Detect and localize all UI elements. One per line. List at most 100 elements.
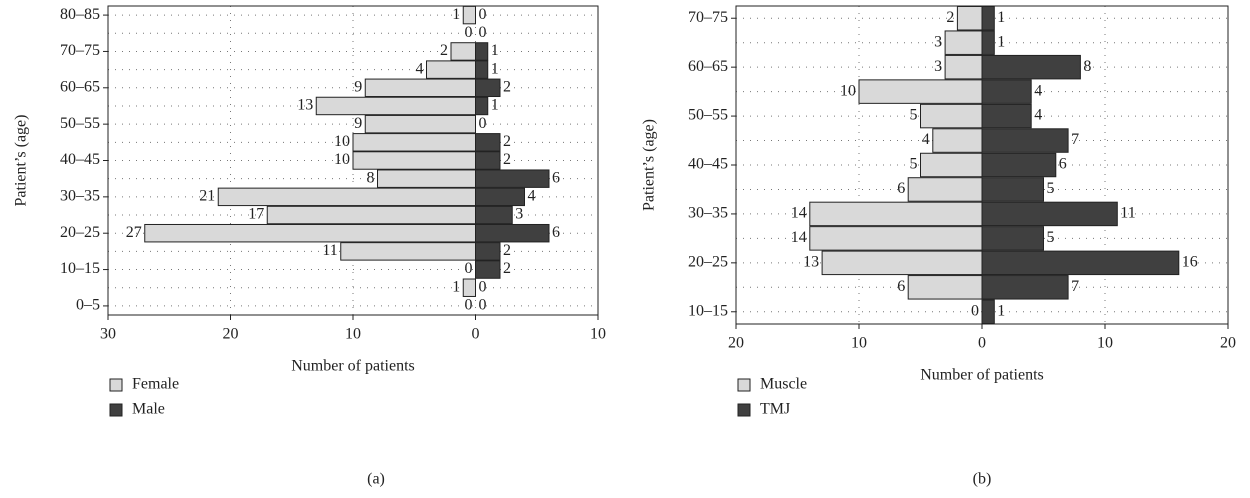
bar: [981, 30, 995, 55]
y-tick-label: 50–55: [60, 115, 100, 132]
value-label: 13: [297, 97, 313, 114]
bar: [981, 128, 1069, 153]
value-label: 3: [515, 206, 523, 223]
bar: [475, 169, 550, 188]
bar: [956, 5, 983, 31]
bar: [981, 250, 1180, 276]
value-label: 27: [126, 224, 142, 241]
x-tick-label: 10: [851, 335, 867, 352]
bar: [475, 133, 501, 152]
y-tick-label: 80–85: [60, 6, 100, 23]
y-tick-label: 0–5: [76, 297, 100, 314]
legend-label: Male: [132, 401, 165, 418]
value-label: 1: [452, 278, 460, 295]
value-label: 5: [1047, 180, 1055, 197]
value-label: 5: [910, 107, 918, 124]
value-label: 0: [479, 115, 487, 132]
value-label: 1: [997, 9, 1005, 26]
bar: [364, 114, 476, 134]
y-tick-label: 60–65: [60, 78, 100, 95]
bar: [981, 5, 995, 31]
legend-label: Muscle: [760, 376, 807, 393]
bar: [475, 151, 501, 170]
y-axis-title: Patient’s (age): [13, 115, 30, 207]
value-label: 3: [934, 33, 942, 50]
bar: [907, 275, 983, 300]
caption: (b): [973, 471, 992, 488]
x-tick-label: 10: [590, 326, 606, 343]
y-tick-label: 50–55: [688, 107, 728, 124]
y-tick-label: 40–45: [60, 151, 100, 168]
value-label: 6: [1059, 156, 1067, 173]
value-label: 6: [552, 169, 560, 186]
y-tick-label: 30–35: [688, 205, 728, 222]
bar: [475, 187, 525, 207]
value-label: 9: [354, 115, 362, 132]
bar: [475, 205, 513, 225]
legend-swatch: [737, 378, 751, 392]
bar: [944, 54, 983, 80]
value-label: 11: [322, 242, 337, 259]
y-tick-label: 60–65: [688, 58, 728, 75]
x-tick-label: 20: [1220, 335, 1236, 352]
value-label: 2: [440, 42, 448, 59]
y-tick-label: 20–25: [60, 224, 100, 241]
value-label: 8: [1083, 58, 1091, 75]
bar: [475, 96, 489, 116]
value-label: 0: [479, 297, 487, 314]
value-label: 1: [491, 60, 499, 77]
value-label: 4: [1034, 82, 1042, 99]
caption: (a): [367, 471, 385, 488]
legend-swatch: [737, 403, 751, 417]
value-label: 2: [503, 242, 511, 259]
value-label: 0: [465, 24, 473, 41]
value-label: 0: [479, 6, 487, 23]
bar: [462, 278, 476, 297]
value-label: 0: [465, 297, 473, 314]
bar: [315, 96, 476, 116]
bar: [450, 42, 476, 61]
value-label: 11: [1120, 205, 1135, 222]
value-label: 1: [997, 302, 1005, 319]
y-tick-label: 10–15: [60, 260, 100, 277]
bar: [944, 30, 983, 55]
bar: [981, 201, 1118, 227]
y-tick-label: 10–15: [688, 302, 728, 319]
value-label: 3: [934, 58, 942, 75]
value-label: 4: [528, 188, 536, 205]
x-tick-label: 20: [223, 326, 239, 343]
x-axis-title: Number of patients: [920, 367, 1044, 384]
bar: [858, 79, 983, 104]
value-label: 4: [416, 60, 424, 77]
value-label: 21: [199, 188, 215, 205]
bar: [475, 242, 501, 261]
bar: [364, 78, 476, 98]
bar: [981, 54, 1081, 80]
legend-label: TMJ: [760, 401, 790, 418]
bar: [462, 5, 476, 25]
value-label: 0: [479, 278, 487, 295]
bar: [475, 78, 501, 98]
bar: [475, 42, 489, 61]
bar: [266, 205, 476, 225]
value-label: 0: [465, 260, 473, 277]
value-label: 7: [1071, 278, 1079, 295]
value-label: 0: [479, 24, 487, 41]
value-label: 2: [503, 151, 511, 168]
value-label: 6: [552, 224, 560, 241]
bar: [809, 201, 983, 227]
value-label: 13: [803, 254, 819, 271]
y-axis-title: Patient’s (age): [641, 119, 658, 211]
bar: [352, 133, 476, 152]
value-label: 1: [452, 6, 460, 23]
value-label: 9: [354, 78, 362, 95]
value-label: 7: [1071, 131, 1079, 148]
value-label: 5: [1047, 229, 1055, 246]
bar: [377, 169, 476, 188]
bar: [144, 223, 476, 243]
legend-swatch: [109, 378, 123, 392]
value-label: 5: [910, 156, 918, 173]
value-label: 2: [503, 133, 511, 150]
value-label: 2: [503, 260, 511, 277]
